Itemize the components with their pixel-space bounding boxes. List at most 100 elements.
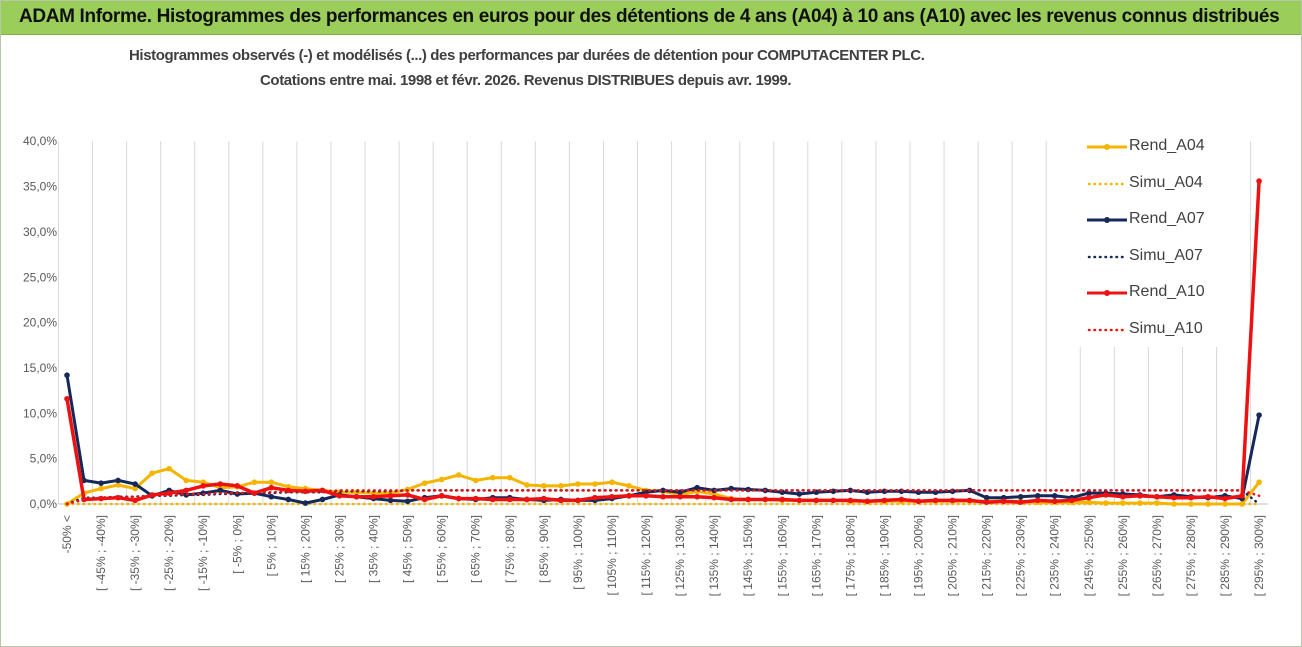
data-point	[864, 498, 871, 505]
report-title: ADAM Informe. Histogrammes des performan…	[19, 6, 1280, 27]
x-tick-label: [ 175% ; 180%]	[843, 515, 857, 596]
legend-label: Rend_A07	[1129, 210, 1205, 227]
data-point	[438, 476, 445, 483]
data-point	[847, 487, 854, 494]
x-tick-label: [ 265% ; 270%]	[1150, 515, 1164, 596]
y-tick-label: 35,0%	[23, 180, 57, 194]
data-point	[353, 493, 360, 500]
x-tick-label: [ 205% ; 210%]	[946, 515, 960, 596]
data-point	[609, 479, 615, 486]
data-point	[1171, 494, 1177, 501]
data-point	[268, 479, 275, 486]
y-tick-label: 15,0%	[23, 361, 57, 375]
legend-label: Simu_A10	[1129, 319, 1203, 337]
data-point	[1188, 501, 1194, 507]
x-tick-label: [ 95% ; 100%]	[571, 515, 585, 590]
data-point	[881, 497, 888, 504]
y-tick-label: 0,0%	[30, 497, 58, 511]
x-tick-label: [ 245% ; 250%]	[1082, 515, 1096, 596]
data-point	[966, 497, 973, 504]
x-tick-label: [ 15% ; 20%]	[298, 515, 312, 583]
data-point	[1034, 493, 1041, 499]
data-point	[1239, 493, 1245, 499]
data-point	[472, 495, 479, 502]
data-point	[796, 491, 803, 497]
series-Simu_A07	[65, 489, 1261, 506]
data-point	[796, 497, 803, 504]
data-point	[336, 493, 343, 499]
x-tick-label: [ 155% ; 160%]	[775, 515, 789, 596]
series-line	[65, 489, 1261, 506]
data-point	[421, 480, 428, 486]
data-point	[1256, 479, 1262, 486]
data-point	[609, 493, 615, 500]
legend-label: Rend_A04	[1129, 137, 1205, 154]
x-tick-label: [ 115% ; 120%]	[639, 515, 653, 596]
data-point	[1256, 178, 1262, 184]
x-tick-label: [ 225% ; 230%]	[1014, 515, 1028, 596]
data-point	[64, 372, 70, 379]
series-layer	[64, 178, 1262, 507]
data-point	[404, 498, 411, 505]
axis-layer: 0,0% 5,0% 10,0% 15,0% 20,0% 25,0% 30,0% 35,0% 40…	[23, 134, 1268, 596]
data-point	[166, 465, 172, 472]
data-point	[217, 481, 224, 487]
data-point	[660, 493, 666, 500]
data-point	[694, 493, 700, 500]
data-point	[1205, 493, 1211, 500]
series-Rend_A10	[64, 178, 1262, 505]
x-tick-label: [ 295% ; 300%]	[1252, 515, 1266, 596]
x-tick-label: [ -45% ; -40%]	[94, 515, 108, 591]
data-point	[183, 477, 190, 484]
legend-swatch	[1087, 182, 1127, 185]
data-point	[251, 479, 258, 486]
legend-item: Rend_A10	[1077, 279, 1237, 309]
data-point	[387, 497, 394, 504]
data-point	[319, 496, 326, 503]
x-tick-label: [ 195% ; 200%]	[912, 515, 926, 596]
x-tick-label: [ -15% ; -10%]	[196, 515, 210, 591]
x-tick-label: [ 275% ; 280%]	[1184, 515, 1198, 596]
x-tick-label: [ 235% ; 240%]	[1048, 515, 1062, 596]
data-point	[115, 477, 121, 484]
data-point	[132, 497, 138, 504]
data-point	[455, 495, 462, 502]
data-point	[1188, 494, 1194, 501]
x-tick-label: [ 255% ; 260%]	[1116, 515, 1130, 596]
x-tick-label: [ 215% ; 220%]	[980, 515, 994, 596]
legend-swatch	[1087, 144, 1127, 150]
series-Rend_A04	[64, 465, 1262, 507]
data-point	[592, 494, 598, 501]
chart-title-box: Histogrammes observés (-) et modélisés (…	[125, 45, 943, 97]
series-line	[65, 489, 1261, 506]
data-point	[915, 498, 922, 505]
data-point	[183, 487, 190, 494]
data-point	[626, 483, 632, 489]
x-tick-label: [ 75% ; 80%]	[503, 515, 517, 583]
data-point	[64, 395, 70, 402]
legend-item: Simu_A04	[1077, 170, 1237, 200]
data-point	[745, 496, 751, 503]
data-point	[1222, 501, 1228, 507]
x-tick-label: [ 35% ; 40%]	[367, 515, 381, 583]
data-point	[949, 497, 956, 504]
x-tick-label: [ 135% ; 140%]	[707, 515, 721, 596]
data-point	[1103, 492, 1109, 498]
data-point	[455, 472, 462, 478]
data-point	[558, 483, 564, 489]
data-point	[421, 496, 428, 503]
data-point	[728, 496, 734, 503]
legend-swatch	[1087, 255, 1127, 258]
data-point	[1086, 494, 1092, 501]
x-tick-label: [ 85% ; 90%]	[537, 515, 551, 583]
data-point	[830, 497, 837, 504]
chart-legend: Rend_A04 Simu_A04 Rend_A07 Simu_A07 Rend_A10…	[1077, 125, 1237, 347]
legend-marker	[1104, 144, 1110, 150]
data-point	[660, 487, 666, 494]
data-point	[524, 482, 530, 488]
legend-swatch	[1087, 290, 1127, 296]
data-point	[575, 497, 581, 504]
data-point	[285, 496, 292, 503]
legend-marker	[1104, 217, 1110, 223]
data-point	[1017, 499, 1024, 505]
